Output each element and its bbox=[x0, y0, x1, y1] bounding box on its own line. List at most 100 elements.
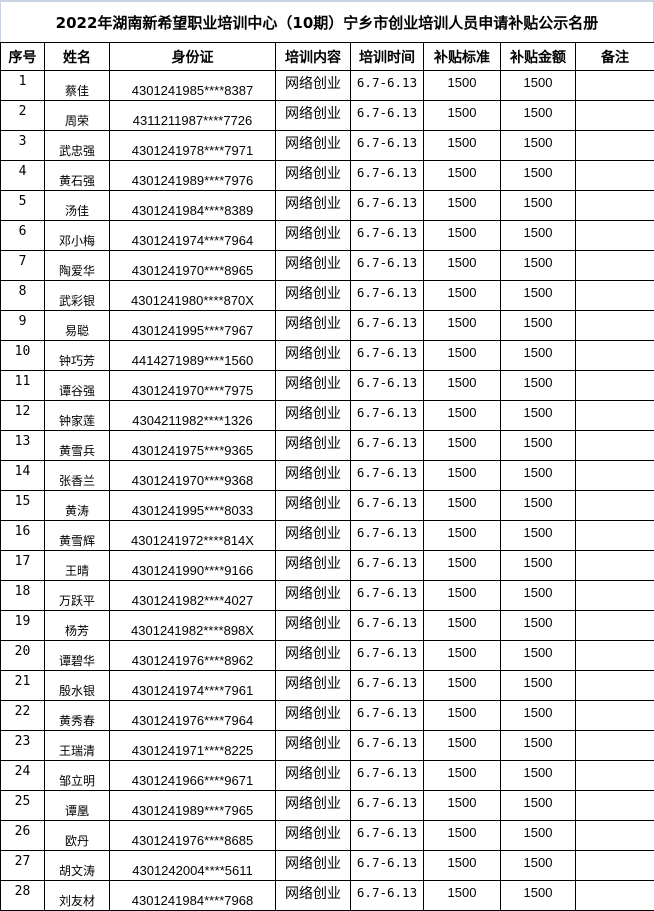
cell-content: 网络创业 bbox=[276, 101, 351, 131]
cell-standard: 1500 bbox=[424, 821, 501, 851]
cell-note bbox=[576, 521, 654, 551]
cell-id: 4301241978****7971 bbox=[110, 131, 276, 161]
cell-id: 4301241971****8225 bbox=[110, 731, 276, 761]
cell-content: 网络创业 bbox=[276, 791, 351, 821]
cell-standard: 1500 bbox=[424, 281, 501, 311]
cell-seq: 19 bbox=[1, 611, 45, 641]
cell-content: 网络创业 bbox=[276, 671, 351, 701]
cell-content: 网络创业 bbox=[276, 431, 351, 461]
cell-seq: 1 bbox=[1, 71, 45, 101]
cell-content: 网络创业 bbox=[276, 611, 351, 641]
cell-standard: 1500 bbox=[424, 431, 501, 461]
cell-content: 网络创业 bbox=[276, 281, 351, 311]
cell-standard: 1500 bbox=[424, 101, 501, 131]
cell-note bbox=[576, 221, 654, 251]
cell-time: 6.7-6.13 bbox=[351, 881, 424, 911]
cell-amount: 1500 bbox=[501, 191, 576, 221]
cell-id: 4301242004****5611 bbox=[110, 851, 276, 881]
cell-standard: 1500 bbox=[424, 551, 501, 581]
cell-standard: 1500 bbox=[424, 401, 501, 431]
cell-name: 武忠强 bbox=[45, 131, 110, 161]
cell-name: 黄雪兵 bbox=[45, 431, 110, 461]
cell-note bbox=[576, 641, 654, 671]
cell-time: 6.7-6.13 bbox=[351, 191, 424, 221]
cell-seq: 22 bbox=[1, 701, 45, 731]
header-id: 身份证 bbox=[110, 43, 276, 71]
cell-name: 欧丹 bbox=[45, 821, 110, 851]
cell-amount: 1500 bbox=[501, 611, 576, 641]
cell-time: 6.7-6.13 bbox=[351, 251, 424, 281]
cell-id: 4301241975****9365 bbox=[110, 431, 276, 461]
cell-id: 4301241970****9368 bbox=[110, 461, 276, 491]
cell-seq: 3 bbox=[1, 131, 45, 161]
cell-name: 王晴 bbox=[45, 551, 110, 581]
cell-standard: 1500 bbox=[424, 311, 501, 341]
cell-standard: 1500 bbox=[424, 71, 501, 101]
cell-id: 4301241990****9166 bbox=[110, 551, 276, 581]
cell-seq: 18 bbox=[1, 581, 45, 611]
cell-time: 6.7-6.13 bbox=[351, 311, 424, 341]
cell-content: 网络创业 bbox=[276, 731, 351, 761]
cell-id: 4301241976****8685 bbox=[110, 821, 276, 851]
header-seq: 序号 bbox=[1, 43, 45, 71]
cell-standard: 1500 bbox=[424, 791, 501, 821]
cell-id: 4301241995****8033 bbox=[110, 491, 276, 521]
cell-amount: 1500 bbox=[501, 821, 576, 851]
cell-id: 4301241982****898X bbox=[110, 611, 276, 641]
cell-time: 6.7-6.13 bbox=[351, 521, 424, 551]
cell-amount: 1500 bbox=[501, 131, 576, 161]
cell-name: 邹立明 bbox=[45, 761, 110, 791]
cell-standard: 1500 bbox=[424, 371, 501, 401]
cell-name: 殷水银 bbox=[45, 671, 110, 701]
cell-note bbox=[576, 821, 654, 851]
cell-content: 网络创业 bbox=[276, 881, 351, 911]
cell-note bbox=[576, 251, 654, 281]
cell-name: 黄涛 bbox=[45, 491, 110, 521]
cell-name: 谭谷强 bbox=[45, 371, 110, 401]
cell-time: 6.7-6.13 bbox=[351, 161, 424, 191]
cell-id: 4414271989****1560 bbox=[110, 341, 276, 371]
cell-name: 黄秀春 bbox=[45, 701, 110, 731]
cell-time: 6.7-6.13 bbox=[351, 491, 424, 521]
cell-note bbox=[576, 431, 654, 461]
cell-note bbox=[576, 851, 654, 881]
cell-id: 4301241976****7964 bbox=[110, 701, 276, 731]
cell-name: 张香兰 bbox=[45, 461, 110, 491]
cell-seq: 12 bbox=[1, 401, 45, 431]
cell-standard: 1500 bbox=[424, 191, 501, 221]
header-standard: 补贴标准 bbox=[424, 43, 501, 71]
cell-name: 黄雪辉 bbox=[45, 521, 110, 551]
cell-note bbox=[576, 461, 654, 491]
cell-time: 6.7-6.13 bbox=[351, 221, 424, 251]
cell-seq: 6 bbox=[1, 221, 45, 251]
cell-content: 网络创业 bbox=[276, 461, 351, 491]
cell-standard: 1500 bbox=[424, 881, 501, 911]
cell-seq: 7 bbox=[1, 251, 45, 281]
cell-time: 6.7-6.13 bbox=[351, 581, 424, 611]
cell-id: 4301241989****7965 bbox=[110, 791, 276, 821]
cell-seq: 8 bbox=[1, 281, 45, 311]
cell-seq: 13 bbox=[1, 431, 45, 461]
cell-note bbox=[576, 701, 654, 731]
cell-standard: 1500 bbox=[424, 641, 501, 671]
cell-content: 网络创业 bbox=[276, 641, 351, 671]
cell-id: 4311211987****7726 bbox=[110, 101, 276, 131]
cell-amount: 1500 bbox=[501, 761, 576, 791]
cell-standard: 1500 bbox=[424, 491, 501, 521]
cell-note bbox=[576, 761, 654, 791]
cell-note bbox=[576, 611, 654, 641]
cell-amount: 1500 bbox=[501, 371, 576, 401]
cell-content: 网络创业 bbox=[276, 341, 351, 371]
cell-id: 4301241984****8389 bbox=[110, 191, 276, 221]
cell-time: 6.7-6.13 bbox=[351, 791, 424, 821]
cell-amount: 1500 bbox=[501, 671, 576, 701]
